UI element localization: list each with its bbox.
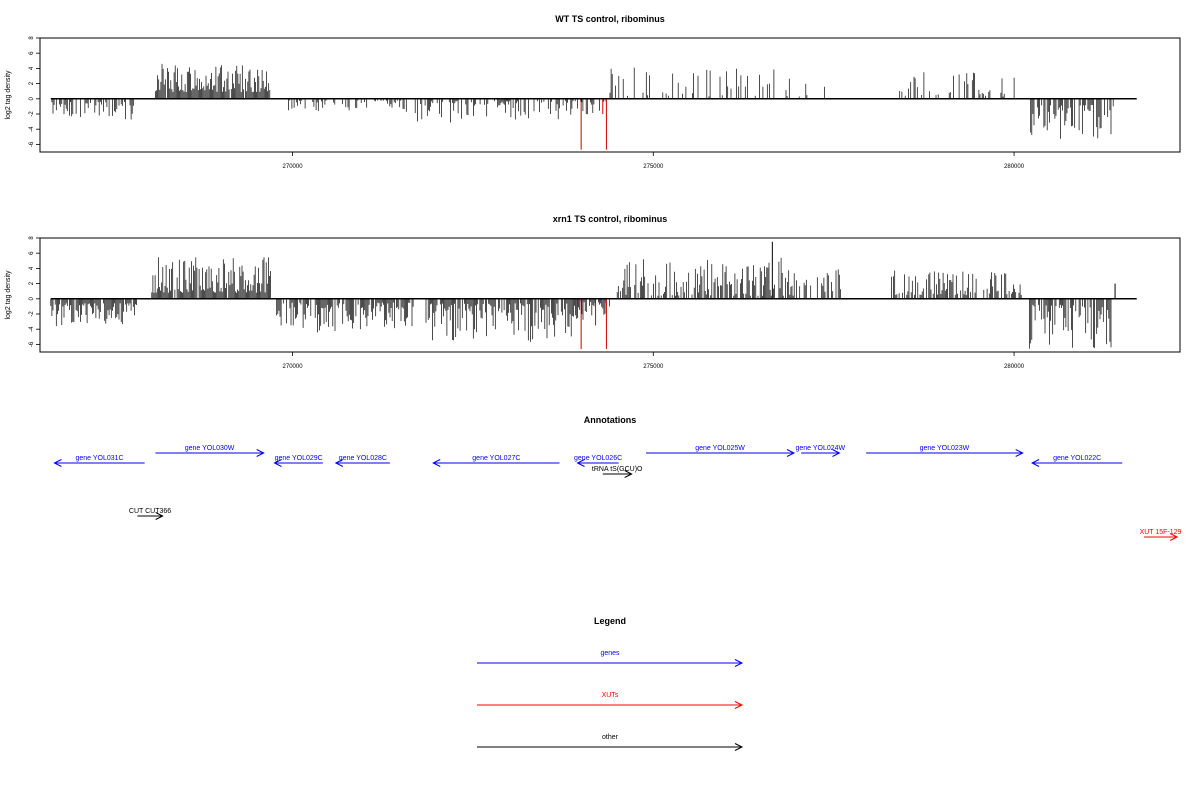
y-tick-label: 6	[29, 51, 35, 55]
chart-title: WT TS control, ribominus	[555, 14, 665, 24]
feature-arrowhead	[1030, 459, 1040, 467]
annotations-panel: Annotations gene YOL031C gene YOL030W gene…	[53, 415, 1182, 541]
y-axis-label: log2 tag density	[5, 70, 12, 120]
y-tick-label: -4	[29, 126, 35, 132]
x-tick-label: 280000	[1004, 364, 1025, 370]
plot-frame	[39, 37, 1181, 153]
feature-arrowhead	[576, 459, 585, 467]
feature-label: gene YOL027C	[472, 455, 520, 462]
plot-frame	[39, 237, 1181, 353]
y-tick-label: 2	[29, 81, 35, 85]
legend-arrowhead	[734, 701, 744, 709]
feature-label: gene YOL030W	[185, 445, 235, 452]
y-tick-label: 0	[29, 296, 35, 300]
legend-title: Legend	[594, 616, 626, 626]
feature-label: gene YOL026C	[574, 455, 622, 462]
feature-arrowhead	[334, 459, 344, 467]
feature-arrowhead	[432, 459, 441, 467]
x-tick-label: 275000	[643, 164, 664, 170]
legend-label: genes	[600, 650, 620, 657]
feature-arrowhead	[1169, 533, 1179, 541]
feature-label: gene YOL022C	[1053, 455, 1101, 462]
x-tick-label: 275000	[643, 364, 664, 370]
x-tick-label: 270000	[283, 364, 304, 370]
feature-label: gene YOL024W	[795, 445, 845, 452]
feature-arrowhead	[1015, 449, 1024, 457]
feature-arrowhead	[273, 459, 282, 467]
feature-arrowhead	[786, 449, 796, 457]
feature-label: XUT 15F-129	[1140, 529, 1182, 536]
x-tick-label: 270000	[283, 164, 304, 170]
bars-group	[51, 63, 1114, 150]
legend-arrowhead	[734, 659, 744, 667]
legend-label: other	[602, 734, 619, 741]
feature-arrowhead	[53, 459, 62, 467]
legend-label: XUTs	[602, 692, 619, 699]
y-tick-label: 4	[29, 66, 35, 70]
annotations-title: Annotations	[584, 415, 637, 425]
feature-arrowhead	[832, 449, 841, 457]
feature-label: gene YOL028C	[339, 455, 387, 462]
y-tick-label: -6	[29, 141, 35, 147]
y-tick-label: -2	[29, 311, 35, 317]
y-tick-label: 2	[29, 281, 35, 285]
y-tick-label: 4	[29, 266, 35, 270]
y-tick-label: -6	[29, 341, 35, 347]
feature-label: gene YOL025W	[695, 445, 745, 452]
y-tick-label: 8	[29, 36, 35, 40]
feature-arrowhead	[624, 470, 633, 478]
xrn1-track-panel: xrn1 TS control, ribominus log2 tag densi…	[5, 214, 1181, 370]
feature-label: tRNA tS(GCU)O	[592, 466, 643, 473]
y-tick-label: 8	[29, 236, 35, 240]
y-axis-label: log2 tag density	[5, 270, 12, 320]
feature-label: CUT CUT366	[129, 508, 171, 515]
legend-arrowhead	[734, 743, 744, 751]
y-tick-label: -2	[29, 111, 35, 117]
y-tick-label: 0	[29, 96, 35, 100]
y-tick-label: 6	[29, 251, 35, 255]
wt-track-panel: WT TS control, ribominus log2 tag density…	[5, 14, 1181, 170]
feature-arrowhead	[155, 512, 164, 520]
chart-title: xrn1 TS control, ribominus	[553, 214, 668, 224]
feature-label: gene YOL023W	[920, 445, 970, 452]
bars-group	[50, 241, 1116, 349]
feature-label: gene YOL031C	[75, 455, 123, 462]
feature-label: gene YOL029C	[275, 455, 323, 462]
feature-arrowhead	[256, 449, 265, 457]
x-tick-label: 280000	[1004, 164, 1025, 170]
legend-panel: Legend genes XUTs other	[477, 616, 744, 751]
y-tick-label: -4	[29, 326, 35, 332]
